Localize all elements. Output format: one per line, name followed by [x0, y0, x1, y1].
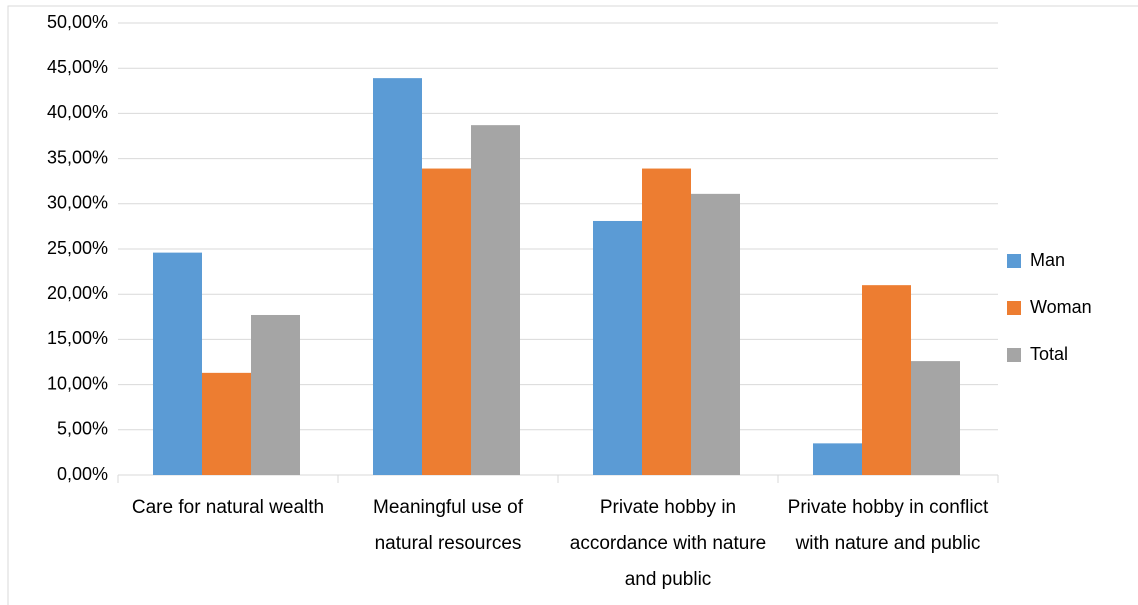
legend-label: Man — [1030, 250, 1065, 270]
y-tick-label: 40,00% — [47, 102, 108, 122]
bar — [862, 285, 911, 475]
y-tick-label: 25,00% — [47, 238, 108, 258]
x-tick-label: Care for natural wealth — [131, 497, 325, 518]
y-tick-label: 45,00% — [47, 57, 108, 77]
bar — [422, 168, 471, 475]
y-tick-label: 5,00% — [57, 419, 108, 439]
y-tick-label: 50,00% — [47, 12, 108, 32]
bar — [373, 78, 422, 476]
legend-swatch — [1007, 254, 1021, 268]
y-tick-label: 35,00% — [47, 147, 108, 167]
bar — [471, 125, 520, 475]
chart-frame — [7, 5, 1138, 605]
x-tick-label: Private hobby in accordance with nature … — [569, 497, 767, 590]
y-tick-label: 10,00% — [47, 373, 108, 393]
x-tick-label: Private hobby in conflict with nature an… — [787, 497, 989, 554]
legend-swatch — [1007, 348, 1021, 362]
y-tick-label: 20,00% — [47, 283, 108, 303]
y-tick-label: 30,00% — [47, 193, 108, 213]
y-tick-label: 0,00% — [57, 464, 108, 484]
bar — [642, 168, 691, 475]
bar — [202, 372, 251, 475]
bar — [593, 220, 642, 475]
x-tick-label: Meaningful use of natural resources — [373, 497, 523, 554]
legend-swatch — [1007, 301, 1021, 315]
legend-label: Total — [1030, 344, 1068, 364]
bar — [911, 361, 960, 475]
bar — [691, 193, 740, 475]
bar — [251, 314, 300, 475]
bar — [153, 252, 202, 475]
y-tick-label: 15,00% — [47, 328, 108, 348]
bar — [813, 443, 862, 475]
legend-label: Woman — [1030, 297, 1092, 317]
